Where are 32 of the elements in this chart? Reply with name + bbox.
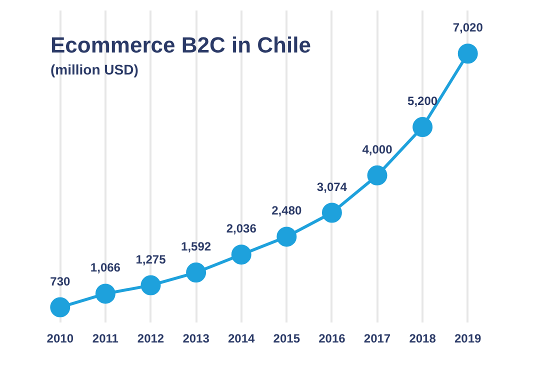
x-tick-label: 2018 xyxy=(409,332,436,346)
point xyxy=(95,284,116,304)
point xyxy=(367,165,388,186)
point xyxy=(322,202,342,223)
data-label: 5,200 xyxy=(408,94,438,108)
x-tick-label: 2017 xyxy=(364,332,391,346)
chart-title: Ecommerce B2C in Chile xyxy=(50,32,311,58)
x-tick-label: 2016 xyxy=(318,332,346,346)
point xyxy=(231,244,252,265)
data-label: 3,074 xyxy=(316,180,348,194)
data-label: 4,000 xyxy=(362,142,393,156)
point xyxy=(412,117,433,137)
x-tick-label: 2011 xyxy=(92,332,119,346)
data-label: 7,020 xyxy=(452,20,484,35)
x-tick-label: 2014 xyxy=(228,332,256,346)
data-label: 730 xyxy=(50,274,70,288)
x-tick-label: 2012 xyxy=(137,332,164,346)
data-label: 2,036 xyxy=(226,222,257,236)
data-label: 1,066 xyxy=(90,260,121,275)
data-label: 2,480 xyxy=(272,204,302,218)
point xyxy=(186,262,206,282)
data-label: 1,275 xyxy=(136,252,166,266)
point xyxy=(458,44,478,64)
x-tick-label: 2015 xyxy=(273,332,300,346)
point xyxy=(276,226,297,247)
data-label: 1,592 xyxy=(181,240,212,254)
x-tick-label: 2013 xyxy=(182,332,210,346)
x-tick-label: 2019 xyxy=(454,332,482,346)
text: (million USD) xyxy=(50,62,138,78)
point xyxy=(140,275,161,296)
point xyxy=(50,297,70,318)
x-tick-label: 2010 xyxy=(46,332,74,346)
